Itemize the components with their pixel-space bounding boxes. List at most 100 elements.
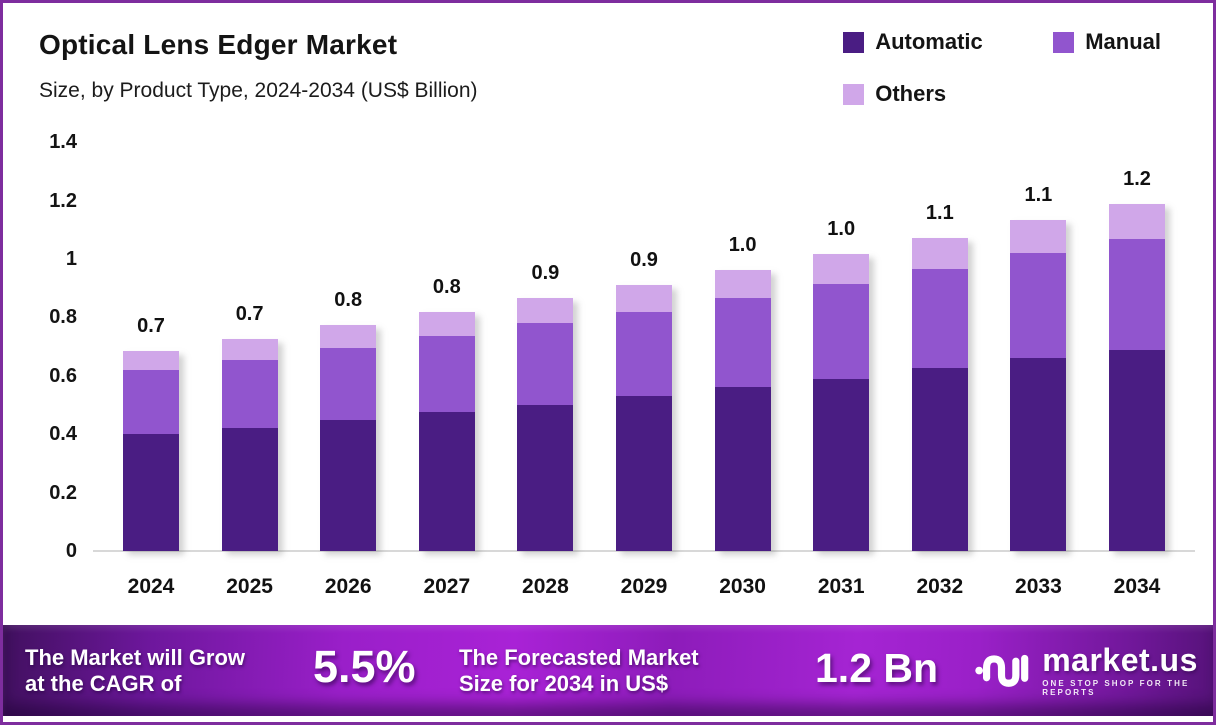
x-axis-label-2028: 2028	[522, 575, 569, 598]
legend-item-manual: Manual	[1053, 29, 1161, 55]
market-us-logo-icon	[975, 654, 1029, 687]
bar-total-label-2031: 1.0	[827, 217, 856, 240]
bar-segment-manual-2027	[418, 336, 475, 413]
logo: market.us ONE STOP SHOP FOR THE REPORTS	[975, 638, 1213, 702]
bar-segment-others-2029	[616, 285, 672, 312]
bar-segment-automatic-2024	[123, 434, 179, 551]
bar-segment-manual-2032	[911, 269, 968, 369]
y-axis-tick-1.4: 1.4	[49, 131, 77, 154]
bar-total-label-2028: 0.9	[531, 262, 560, 285]
bar-segment-manual-2024	[123, 369, 179, 435]
legend-swatch-manual	[1053, 31, 1075, 53]
footer-banner: The Market will Grow at the CAGR of 5.5%…	[3, 625, 1213, 716]
legend-label: Others	[875, 81, 947, 106]
bar-stack-2028	[517, 298, 574, 551]
bar-total-label-2027: 0.8	[432, 276, 461, 299]
x-axis-label-2027: 2027	[423, 575, 471, 598]
bar-total-label-2029: 0.9	[630, 249, 658, 272]
bar-segment-manual-2025	[221, 359, 278, 429]
bar-segment-automatic-2027	[418, 412, 475, 551]
bar-stack-2031	[813, 253, 870, 551]
bar-segment-automatic-2030	[714, 387, 771, 551]
bar-segment-others-2025	[221, 338, 278, 360]
cagr-value: 5.5%	[313, 641, 416, 692]
bar-stack-2027	[418, 312, 475, 551]
y-axis-tick-0.4: 0.4	[49, 423, 77, 446]
plot-area: 0 0.2 0.4 0.6 0.8 1 1.2 1.4 0.7 2024 0.7 2025 0.8 202…	[3, 3, 1213, 722]
bar-segment-others-2033	[1010, 220, 1067, 254]
bar-segment-others-2034	[1109, 203, 1165, 239]
bar-segment-others-2032	[911, 237, 968, 270]
bar-segment-automatic-2034	[1109, 349, 1165, 551]
legend-swatch-others	[843, 83, 865, 105]
legend-label: Manual	[1085, 29, 1161, 54]
y-axis-tick-1: 1	[65, 248, 77, 270]
bar-segment-others-2026	[320, 325, 377, 349]
bar-segment-manual-2030	[714, 298, 771, 388]
bar-segment-manual-2031	[813, 283, 870, 379]
bar-segment-manual-2026	[320, 348, 377, 420]
y-axis-tick-0.6: 0.6	[49, 364, 77, 387]
bar-total-label-2030: 1.0	[728, 233, 757, 256]
x-axis-label-2032: 2032	[916, 575, 964, 598]
bar-stack-2033	[1010, 220, 1067, 551]
bar-total-label-2025: 0.7	[235, 302, 264, 325]
bar-stack-2024	[123, 350, 179, 551]
bar-segment-manual-2033	[1010, 253, 1067, 359]
bar-segment-others-2027	[418, 312, 475, 337]
cagr-label: The Market will Grow at the CAGR of	[25, 645, 245, 697]
x-axis-label-2024: 2024	[127, 575, 175, 598]
forecast-label-line2: Size for 2034 in US$	[459, 671, 669, 696]
x-axis-label-2031: 2031	[817, 575, 865, 598]
bar-segment-others-2024	[123, 350, 179, 370]
logo-tagline: ONE STOP SHOP FOR THE REPORTS	[1042, 679, 1190, 697]
bar-segment-automatic-2025	[221, 428, 278, 551]
bar-segment-others-2028	[517, 298, 574, 324]
bar-stack-2029	[616, 285, 672, 551]
bar-segment-automatic-2033	[1010, 358, 1067, 551]
bar-stack-2026	[320, 325, 377, 551]
bar-stack-2025	[221, 338, 278, 551]
forecast-value: 1.2 Bn	[815, 645, 939, 691]
cagr-label-line1: The Market will Grow	[25, 645, 246, 670]
x-axis-label-2030: 2030	[719, 575, 766, 598]
bar-total-label-2026: 0.8	[334, 289, 363, 312]
bar-segment-automatic-2032	[911, 368, 968, 551]
bar-stack-2030	[714, 269, 771, 551]
legend: Automatic Manual Others	[843, 29, 1161, 107]
bar-total-label-2024: 0.7	[137, 314, 165, 337]
logo-text: market.us	[1042, 642, 1198, 678]
y-axis-tick-1.2: 1.2	[49, 189, 77, 212]
legend-label: Automatic	[875, 29, 983, 54]
bar-total-label-2034: 1.2	[1123, 167, 1151, 190]
bar-segment-manual-2029	[616, 311, 672, 397]
y-axis-tick-0.2: 0.2	[49, 481, 77, 504]
logo-text-wrap: market.us ONE STOP SHOP FOR THE REPORTS	[1042, 642, 1213, 697]
bar-segment-others-2031	[813, 253, 870, 284]
bar-segment-automatic-2029	[616, 396, 672, 551]
forecast-label: The Forecasted Market Size for 2034 in U…	[459, 645, 699, 697]
x-axis-label-2025: 2025	[226, 575, 273, 598]
bar-segment-automatic-2028	[517, 404, 574, 551]
bar-segment-automatic-2031	[813, 378, 870, 551]
legend-swatch-automatic	[843, 31, 865, 53]
bar-stack-2032	[911, 237, 968, 551]
bar-stack-2034	[1109, 203, 1165, 551]
x-axis-baseline	[93, 550, 1195, 552]
x-axis-label-2026: 2026	[324, 575, 372, 598]
bar-segment-manual-2028	[517, 323, 574, 405]
cagr-label-line2: at the CAGR of	[25, 671, 182, 696]
bar-total-label-2033: 1.1	[1024, 184, 1053, 207]
bar-segment-manual-2034	[1109, 238, 1165, 350]
bar-segment-others-2030	[714, 269, 771, 299]
legend-item-others: Others	[843, 81, 1043, 107]
x-axis-label-2029: 2029	[620, 575, 668, 598]
y-axis-tick-0.8: 0.8	[49, 306, 77, 329]
bar-segment-automatic-2026	[320, 419, 377, 551]
x-axis-label-2033: 2033	[1015, 575, 1062, 598]
forecast-label-line1: The Forecasted Market	[459, 645, 699, 670]
x-axis-label-2034: 2034	[1113, 575, 1161, 598]
bar-total-label-2032: 1.1	[925, 201, 954, 224]
chart-title: Optical Lens Edger Market	[39, 29, 398, 60]
